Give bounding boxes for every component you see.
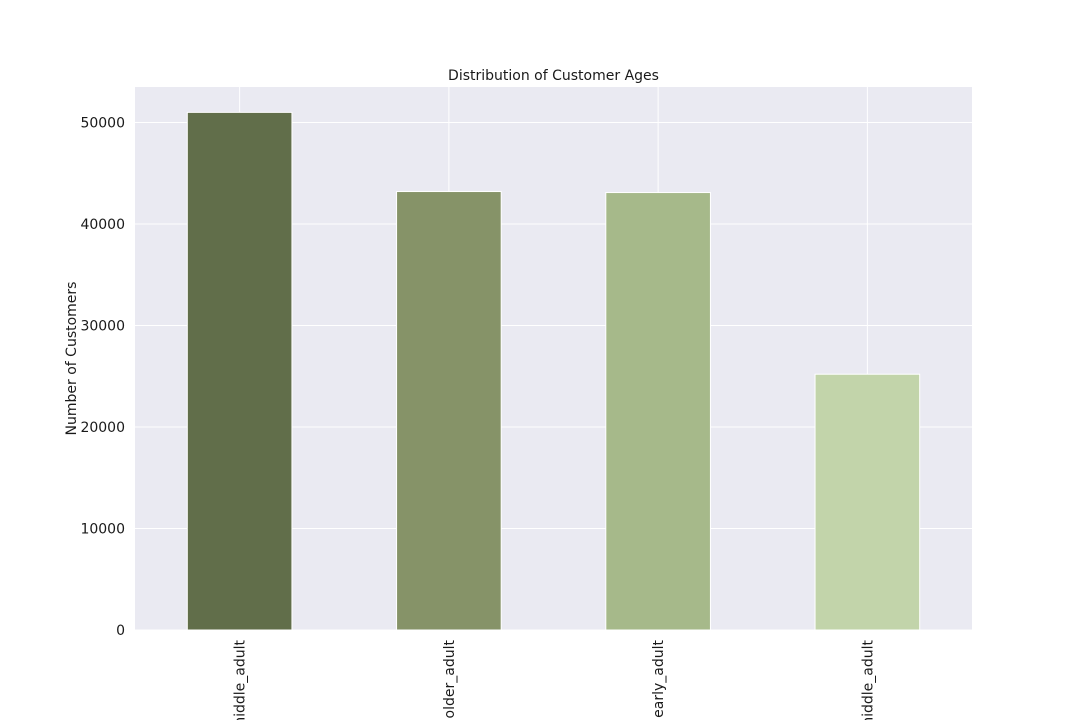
x-tick-label: older_adult [442,639,458,718]
bar-early_adult-2 [605,192,711,631]
bar-middle_adult-0 [186,111,293,631]
chart-title: Distribution of Customer Ages [448,68,659,84]
x-tick-label: middle_adult [233,639,249,720]
y-tick-label: 30000 [80,319,125,335]
x-axis-ticks: middle_adult older_adult early_adult middle… [233,639,877,720]
y-tick-label: 0 [116,623,125,639]
x-tick-label: early_adult [651,639,667,717]
y-axis-label: Number of Customers [64,282,80,436]
x-tick-label: middle_adult [860,639,876,720]
y-tick-label: 40000 [80,217,125,233]
y-tick-label: 10000 [80,522,125,538]
bar-older_adult-1 [396,191,502,631]
bars [186,111,921,631]
y-tick-label: 20000 [80,420,125,436]
bar-middle_adult-3 [814,373,921,631]
y-axis-ticks: 0 10000 20000 30000 40000 50000 [80,116,125,639]
y-tick-label: 50000 [80,116,125,132]
